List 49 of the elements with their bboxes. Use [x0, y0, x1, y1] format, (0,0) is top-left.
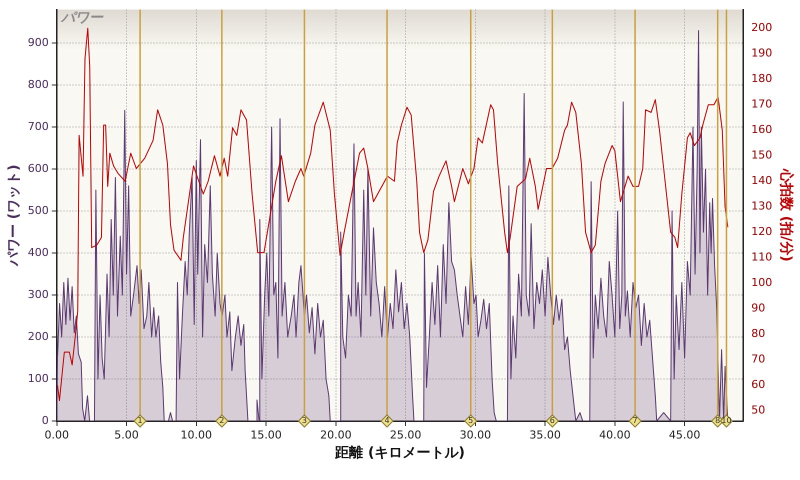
y-tick-label: 700 [28, 120, 49, 133]
annotation: 3 [302, 416, 307, 426]
y-tick-label: 400 [28, 246, 49, 259]
y2-tick-label: 110 [751, 250, 772, 264]
y-tick-label: 200 [28, 330, 49, 343]
annotation: 2 [219, 416, 224, 426]
y-tick-label: 800 [28, 78, 49, 92]
chart-title: パワー [60, 10, 104, 26]
x-tick-label: 30.00 [460, 428, 492, 442]
y2-tick-label: 60 [751, 378, 766, 392]
y2-tick-label: 80 [751, 327, 766, 340]
x-tick-label: 25.00 [390, 428, 422, 442]
annotation: 1 [138, 416, 143, 426]
y2-axis-title: 心拍数 (拍/分) [778, 168, 795, 262]
x-tick-label: 5.00 [114, 428, 139, 442]
y2-tick-label: 160 [751, 123, 772, 136]
annotation: 6 [550, 416, 555, 426]
annotation: 10 [721, 416, 732, 426]
y2-tick-label: 180 [751, 72, 772, 86]
x-tick-label: 10.00 [180, 428, 212, 442]
y2-tick-label: 130 [751, 200, 772, 213]
x-tick-label: 20.00 [320, 428, 352, 442]
y2-tick-label: 200 [751, 21, 772, 34]
y2-tick-label: 50 [751, 404, 766, 417]
annotation: 7 [632, 416, 638, 426]
annotation: 4 [384, 416, 390, 426]
y2-tick-label: 150 [751, 148, 772, 162]
y-tick-label: 0 [42, 414, 49, 427]
y-tick-label: 100 [28, 372, 49, 385]
annotation: 8 [715, 416, 720, 426]
y-tick-label: 600 [28, 162, 49, 175]
y2-tick-label: 140 [751, 174, 772, 188]
x-tick-label: 45.00 [668, 428, 700, 442]
annotation: 5 [468, 416, 474, 426]
x-tick-label: 40.00 [599, 428, 631, 442]
x-tick-label: 35.00 [529, 428, 561, 442]
y-tick-label: 900 [28, 36, 49, 50]
x-axis-title: 距離 (キロメートル) [334, 445, 465, 462]
x-tick-label: 0.00 [44, 428, 70, 442]
y-tick-label: 500 [28, 204, 49, 217]
y2-tick-label: 170 [751, 98, 772, 111]
y-axis-title: パワー (ワット) [6, 164, 22, 268]
y2-tick-label: 120 [751, 225, 772, 238]
y2-tick-label: 190 [751, 46, 772, 60]
y-tick-label: 300 [28, 288, 49, 301]
y2-tick-label: 100 [751, 276, 772, 290]
y2-tick-label: 90 [751, 302, 766, 315]
x-tick-label: 15.00 [250, 428, 282, 442]
y2-tick-label: 70 [751, 352, 766, 366]
